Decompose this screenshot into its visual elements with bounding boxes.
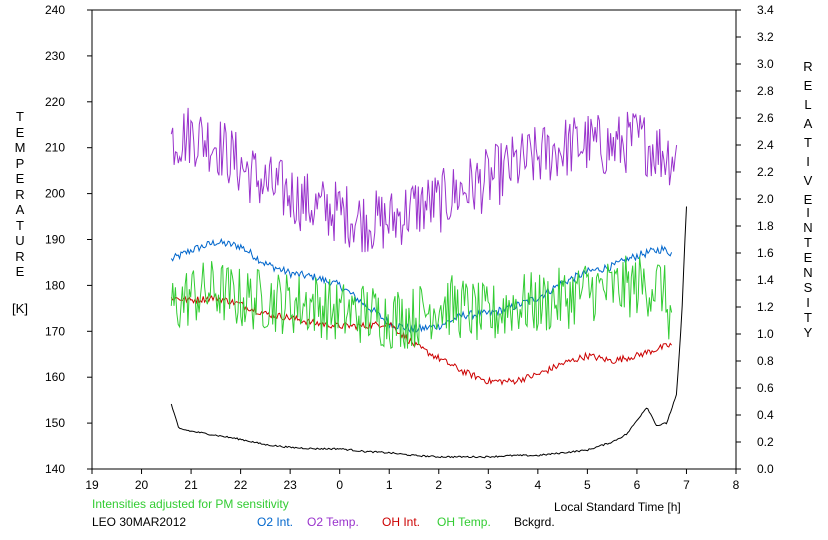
y-right-tick-label: 0.2 [757, 435, 774, 449]
x-tick-label: 5 [584, 478, 591, 492]
x-tick-label: 8 [733, 478, 740, 492]
x-tick-label: 1 [386, 478, 393, 492]
y-right-label-letter: I [806, 205, 810, 220]
series-line-oh-temp [170, 255, 673, 350]
y-right-label-letter: S [803, 280, 813, 295]
x-tick-label: 7 [683, 478, 690, 492]
y-left-label-letter: E [15, 264, 25, 279]
y-right-label-letter: E [803, 78, 813, 93]
y-left-label-letter: R [15, 248, 25, 264]
series-line-o2-int [170, 237, 673, 334]
note-text: Intensities adjusted for PM sensitivity [92, 497, 289, 511]
y-right-tick-label: 2.4 [757, 138, 774, 152]
series-line-o2-temp [170, 107, 678, 253]
plot-frame [91, 9, 737, 470]
x-tick-label: 21 [184, 478, 198, 492]
y-right-label-letter: V [803, 173, 813, 188]
x-tick-label: 0 [336, 478, 343, 492]
y-right-tick-label: 1.2 [757, 300, 774, 314]
y-right-tick-label: 2.6 [757, 111, 774, 125]
y-right-label-letter: R [803, 59, 813, 74]
y-left-label-letter: E [15, 171, 25, 186]
y-left-tick-label: 170 [45, 324, 65, 338]
y-right-label-letter: T [804, 310, 812, 325]
x-tick-label: 4 [535, 478, 542, 492]
y-right-tick-label: 0.0 [757, 462, 774, 476]
y-right-tick-label: 2.2 [757, 165, 774, 179]
y-right-tick-label: 1.4 [757, 273, 774, 287]
legend-item: O2 Int. [257, 515, 294, 529]
y-right-label-letter: N [803, 220, 813, 235]
y-left-label-letter: T [16, 217, 24, 233]
legend-item: O2 Temp. [307, 515, 359, 529]
y-left-tick-label: 220 [45, 95, 65, 109]
y-left-label-letter: R [15, 186, 25, 202]
y-right-label-letter: A [803, 116, 813, 131]
y-left-label-letter: M [14, 140, 26, 155]
y-right-tick-label: 3.2 [757, 30, 774, 44]
station-date: LEO 30MAR2012 [92, 515, 187, 529]
y-left-label-letter: U [15, 233, 25, 248]
y-left-tick-label: 210 [45, 141, 65, 155]
series-layer [170, 107, 687, 459]
x-axis-label: Local Standard Time [h] [554, 500, 681, 514]
y-left-tick-label: 200 [45, 187, 65, 201]
y-right-label-letter: L [804, 97, 812, 112]
y-right-label-letter: N [803, 265, 813, 280]
x-tick-label: 6 [634, 478, 641, 492]
y-left-tick-label: 240 [45, 3, 65, 17]
y-right-tick-label: 1.6 [757, 246, 774, 260]
series-line-bckgrd [170, 206, 687, 459]
y-axis-left-unit: [K] [12, 301, 28, 316]
y-left-label-letter: P [15, 155, 25, 171]
y-left-tick-label: 140 [45, 462, 65, 476]
y-right-tick-label: 3.0 [757, 57, 774, 71]
legend-item: Bckgrd. [514, 515, 555, 529]
tick-marks: 19 20 21 22 23 0 1 2 3 4 5 6 7 8140150160170180190200… [45, 3, 774, 492]
y-left-tick-label: 180 [45, 278, 65, 292]
y-right-label-letter: Y [803, 325, 813, 340]
y-right-tick-label: 2.8 [757, 84, 774, 98]
y-left-tick-label: 160 [45, 370, 65, 384]
y-right-tick-label: 1.0 [757, 327, 774, 341]
y-right-label-letter: T [804, 135, 812, 150]
x-tick-label: 3 [485, 478, 492, 492]
y-right-tick-label: 0.8 [757, 354, 774, 368]
x-tick-label: 19 [85, 478, 99, 492]
y-left-tick-label: 230 [45, 49, 65, 63]
y-right-tick-label: 1.8 [757, 219, 774, 233]
y-right-label-letter: T [804, 235, 812, 250]
y-left-label-letter: A [15, 202, 25, 217]
y-left-label-letter: T [16, 109, 24, 124]
y-left-tick-label: 150 [45, 416, 65, 430]
y-right-tick-label: 0.6 [757, 381, 774, 395]
y-right-label-letter: E [803, 192, 813, 207]
y-right-label-letter: I [806, 295, 810, 310]
y-right-label-letter: I [806, 154, 810, 169]
legend-item: OH Int. [382, 515, 421, 529]
y-right-tick-label: 0.4 [757, 408, 774, 422]
x-tick-label: 20 [135, 478, 149, 492]
x-tick-label: 22 [234, 478, 248, 492]
y-right-label-letter: E [803, 250, 813, 265]
legend-item: OH Temp. [437, 515, 491, 529]
y-right-tick-label: 2.0 [757, 192, 774, 206]
x-tick-label: 23 [283, 478, 297, 492]
y-left-tick-label: 190 [45, 233, 65, 247]
x-tick-label: 2 [435, 478, 442, 492]
y-left-label-letter: E [15, 124, 25, 140]
y-right-tick-label: 3.4 [757, 3, 774, 17]
